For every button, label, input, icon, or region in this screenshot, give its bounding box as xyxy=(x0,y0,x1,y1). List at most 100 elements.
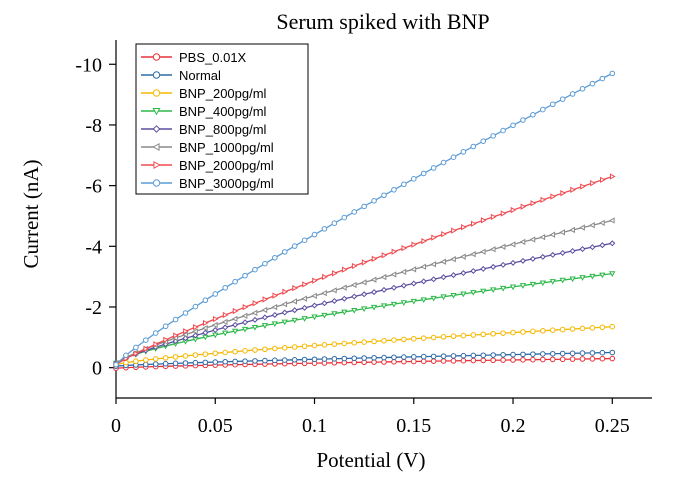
data-point xyxy=(420,263,427,270)
data-point xyxy=(490,330,496,337)
data-point xyxy=(212,350,219,357)
data-point xyxy=(599,355,606,362)
data-point xyxy=(143,345,150,352)
data-point xyxy=(450,353,457,359)
data-point xyxy=(410,335,417,342)
data-point xyxy=(113,361,119,368)
data-point xyxy=(599,75,606,82)
data-point xyxy=(291,243,298,249)
series-5 xyxy=(112,217,615,367)
data-point xyxy=(281,319,288,326)
data-point xyxy=(162,323,169,330)
data-point xyxy=(589,222,595,229)
data-point xyxy=(222,349,228,356)
data-point xyxy=(262,296,269,303)
data-point xyxy=(360,306,368,313)
data-point xyxy=(559,96,566,102)
data-point xyxy=(499,285,507,292)
data-point xyxy=(450,333,457,340)
x-ticks: 0 0.05 0.1 0.15 0.2 0.25 xyxy=(111,398,630,437)
data-point xyxy=(242,348,248,354)
data-point xyxy=(579,246,586,253)
legend-item: Normal xyxy=(141,68,221,83)
data-point xyxy=(202,359,209,366)
data-point xyxy=(281,357,288,363)
data-point xyxy=(490,357,496,364)
data-point xyxy=(123,352,129,359)
data-point xyxy=(401,181,407,188)
data-point xyxy=(460,357,467,364)
data-point xyxy=(381,252,388,259)
data-point xyxy=(152,89,161,97)
data-point xyxy=(182,353,189,359)
data-point xyxy=(202,319,209,327)
data-point xyxy=(371,198,377,204)
data-point xyxy=(450,292,457,299)
data-point xyxy=(460,253,466,260)
data-point xyxy=(420,353,427,360)
x-tick-label: 0 xyxy=(111,415,121,437)
x-tick-label: 0.05 xyxy=(198,415,233,437)
data-point xyxy=(232,278,238,285)
data-point xyxy=(520,329,526,335)
legend-item: PBS_0.01X xyxy=(141,50,247,65)
series-6 xyxy=(113,173,616,368)
data-point xyxy=(311,356,318,363)
data-point xyxy=(470,290,477,296)
data-point xyxy=(272,345,278,352)
data-point xyxy=(251,316,258,323)
data-point xyxy=(490,213,497,221)
data-point xyxy=(361,355,367,361)
data-point xyxy=(470,143,477,150)
data-point xyxy=(450,358,457,364)
data-point xyxy=(470,267,477,274)
data-point xyxy=(241,312,248,320)
data-point xyxy=(242,272,248,279)
data-point xyxy=(480,265,487,272)
data-point xyxy=(311,231,318,238)
data-point xyxy=(420,278,427,285)
data-point xyxy=(510,351,516,358)
data-point xyxy=(480,217,487,224)
data-point xyxy=(252,300,259,307)
data-point xyxy=(550,193,557,200)
data-point xyxy=(351,209,358,215)
data-point xyxy=(192,303,199,310)
data-point xyxy=(321,356,328,362)
legend-item: BNP_1000pg/ml xyxy=(141,140,274,155)
data-point xyxy=(609,70,616,77)
data-point xyxy=(599,219,605,227)
y-tick-label: -8 xyxy=(85,115,102,137)
data-point xyxy=(450,154,457,160)
data-point xyxy=(182,335,189,342)
data-point xyxy=(470,332,477,338)
data-point xyxy=(529,281,537,288)
data-point xyxy=(401,354,407,360)
data-point xyxy=(193,323,199,331)
data-point xyxy=(500,352,506,358)
data-point xyxy=(579,275,586,281)
data-point xyxy=(182,360,189,366)
data-point xyxy=(500,357,506,363)
data-point xyxy=(331,287,337,294)
data-point xyxy=(152,356,159,362)
data-point xyxy=(271,311,278,318)
data-point xyxy=(490,263,497,270)
data-point xyxy=(510,206,517,214)
series-1 xyxy=(113,349,616,369)
data-point xyxy=(589,350,596,356)
data-point xyxy=(430,353,437,360)
data-point xyxy=(183,328,189,335)
data-point xyxy=(312,277,318,284)
data-point xyxy=(271,321,278,328)
data-point xyxy=(261,306,268,314)
data-point xyxy=(579,224,585,231)
x-axis-label: Potential (V) xyxy=(316,448,425,472)
data-point xyxy=(441,230,447,238)
data-point xyxy=(301,237,308,244)
data-point xyxy=(608,217,615,224)
data-point xyxy=(301,304,308,311)
data-point xyxy=(569,91,576,97)
data-point xyxy=(520,357,526,363)
data-point xyxy=(142,361,149,368)
